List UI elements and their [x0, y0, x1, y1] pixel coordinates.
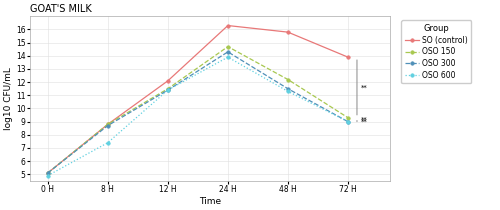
Text: **: **	[361, 117, 368, 123]
OSO 600	[345, 120, 351, 123]
OSO 150	[225, 45, 231, 48]
SO (control)	[44, 172, 51, 174]
OSO 300	[285, 88, 291, 90]
OSO 150	[44, 172, 51, 174]
Line: OSO 600: OSO 600	[46, 55, 350, 177]
SO (control)	[285, 31, 291, 33]
Text: **: **	[361, 119, 368, 125]
OSO 600	[105, 142, 111, 144]
OSO 300	[165, 89, 171, 91]
OSO 600	[44, 174, 51, 177]
OSO 300	[44, 172, 51, 174]
Legend: SO (control), OSO 150, OSO 300, OSO 600: SO (control), OSO 150, OSO 300, OSO 600	[401, 20, 471, 84]
OSO 600	[165, 89, 171, 91]
SO (control)	[105, 123, 111, 126]
OSO 150	[165, 88, 171, 90]
Text: **: **	[361, 84, 368, 91]
SO (control)	[345, 56, 351, 58]
SO (control)	[165, 80, 171, 82]
Line: OSO 150: OSO 150	[46, 45, 350, 175]
OSO 600	[225, 56, 231, 58]
OSO 600	[285, 90, 291, 93]
OSO 300	[225, 51, 231, 53]
OSO 300	[345, 120, 351, 123]
X-axis label: Time: Time	[199, 197, 221, 206]
OSO 300	[105, 124, 111, 127]
Text: GOAT'S MILK: GOAT'S MILK	[30, 4, 92, 14]
SO (control)	[225, 24, 231, 27]
Line: OSO 300: OSO 300	[46, 50, 350, 175]
Y-axis label: log10 CFU/mL: log10 CFU/mL	[4, 67, 13, 130]
OSO 150	[345, 116, 351, 119]
OSO 150	[105, 123, 111, 126]
OSO 150	[285, 78, 291, 81]
Line: SO (control): SO (control)	[46, 24, 350, 175]
